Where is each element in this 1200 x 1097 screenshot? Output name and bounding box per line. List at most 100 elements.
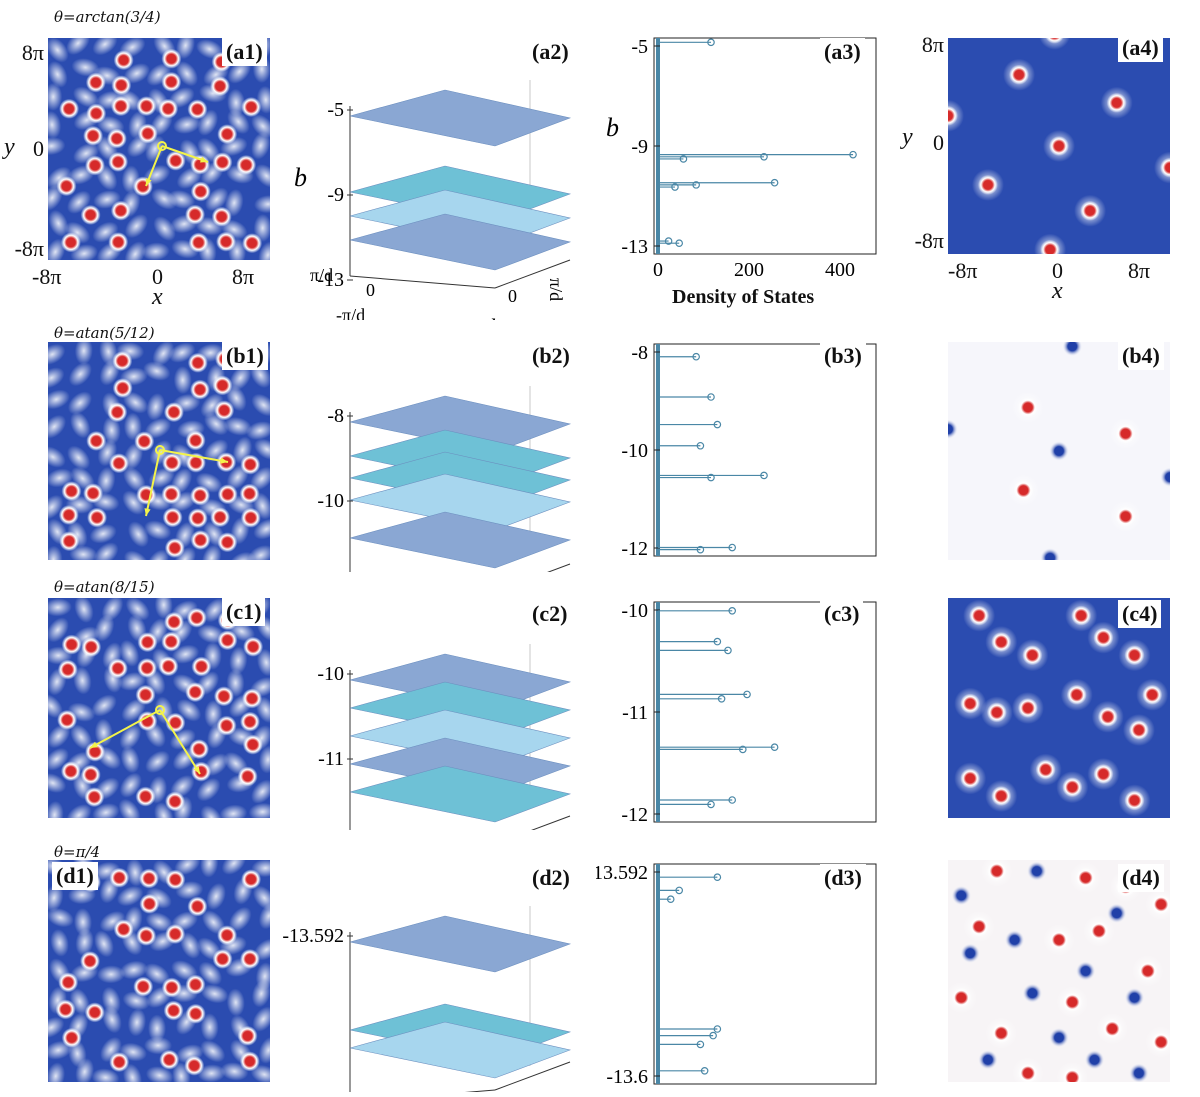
density-peak — [107, 402, 128, 423]
density-map-a1 — [48, 38, 270, 260]
density-ring — [123, 466, 146, 492]
density-ring — [97, 965, 126, 984]
density-peak — [165, 791, 186, 812]
density-ring — [120, 745, 140, 774]
origin-marker — [155, 705, 165, 715]
mode-peak-positive — [960, 693, 981, 714]
density-ring — [94, 614, 115, 642]
density-ring — [200, 1040, 226, 1063]
dos-peak-marker — [724, 646, 732, 655]
density-ring — [70, 724, 93, 750]
density-ring — [102, 1006, 122, 1034]
density-ring — [71, 58, 100, 77]
band-ylabel: b — [294, 163, 307, 192]
density-ring — [200, 860, 219, 878]
mode-peak-negative — [1062, 342, 1083, 357]
density-ring — [69, 545, 98, 560]
density-ring — [154, 598, 173, 619]
density-peak — [186, 607, 207, 628]
kx-tick: 0 — [508, 286, 517, 306]
mode-peak-positive — [1017, 698, 1038, 718]
theta-label-d: θ=π/4 — [54, 843, 101, 861]
density-peak — [217, 630, 238, 651]
density-ring — [258, 902, 270, 930]
density-peak — [158, 656, 179, 677]
density-peak — [83, 125, 104, 146]
density-ring — [256, 648, 270, 677]
dos-peak-marker — [728, 543, 737, 552]
density-peak — [217, 484, 238, 505]
density-ring — [253, 938, 270, 961]
density-peak — [86, 103, 107, 124]
dos-peak-marker — [707, 473, 715, 482]
bands-3d-b2: -8-10-12 — [317, 386, 572, 572]
density-peak — [163, 1000, 184, 1021]
mode-peak-positive — [1049, 136, 1069, 156]
mode-peak-positive — [991, 786, 1012, 806]
density-ring — [176, 699, 202, 722]
density-peak — [137, 123, 158, 144]
band-plane — [349, 915, 572, 973]
density-ring — [123, 412, 142, 441]
dos-tick-label: -10 — [621, 600, 648, 622]
density-peak — [58, 972, 79, 993]
mode-peak-positive — [1013, 480, 1034, 501]
density-ring — [202, 910, 226, 935]
dos-peak-marker — [664, 237, 673, 245]
theta-label-a: θ=arctan(3/4) — [54, 8, 161, 26]
dos-tick-label: -13 — [621, 236, 648, 258]
a1-xtick-mid: 0 — [152, 264, 163, 289]
density-ring — [48, 617, 69, 643]
dos-tick-label: -5 — [631, 36, 648, 58]
density-ring — [197, 1064, 226, 1082]
density-peak — [85, 741, 106, 762]
band-tick-label: -10 — [317, 490, 344, 512]
density-peak — [164, 537, 185, 558]
density-ring — [145, 750, 170, 773]
density-peak — [161, 484, 182, 505]
density-ring — [94, 718, 113, 747]
density-peak — [60, 761, 81, 782]
panel-label-a1: (a1) — [222, 38, 267, 66]
density-peak — [110, 200, 131, 221]
mode-map-a4 — [948, 38, 1170, 254]
density-peak — [162, 452, 183, 473]
density-peak — [213, 686, 234, 707]
panel-label-d3: (d3) — [820, 864, 866, 892]
density-peak — [159, 1049, 180, 1070]
mode-peak-positive — [1035, 759, 1056, 780]
density-ring — [48, 238, 66, 260]
density-ring — [253, 518, 270, 540]
density-peak — [162, 507, 183, 528]
density-ring — [220, 1062, 249, 1081]
panel-label-b4: (b4) — [1118, 342, 1164, 370]
density-ring — [48, 414, 67, 439]
density-peak — [242, 233, 263, 254]
density-ring — [91, 694, 117, 717]
density-ring — [92, 803, 120, 818]
density-peak — [187, 352, 208, 373]
density-ring — [75, 928, 94, 957]
mode-peak-positive — [1071, 605, 1092, 626]
density-peak — [57, 709, 78, 730]
density-peak — [133, 976, 154, 997]
density-ring — [247, 545, 270, 560]
density-map-b1 — [48, 342, 270, 560]
dos-peak-marker — [696, 441, 705, 450]
density-peak — [165, 924, 186, 945]
mode-peak-positive — [1093, 627, 1114, 648]
mode-peak-negative — [1040, 547, 1061, 560]
density-peak — [136, 484, 157, 505]
mode-peak-positive — [951, 987, 972, 1008]
density-peak — [216, 715, 237, 736]
mode-peak-positive — [1102, 1018, 1123, 1039]
mode-map-b4 — [948, 342, 1170, 560]
arrow-head — [90, 741, 98, 748]
density-peak — [212, 375, 233, 396]
band-plane — [349, 1021, 572, 1079]
axis-line — [349, 275, 496, 289]
density-ring — [50, 929, 69, 957]
density-ring — [124, 241, 146, 260]
density-peak — [136, 925, 157, 946]
